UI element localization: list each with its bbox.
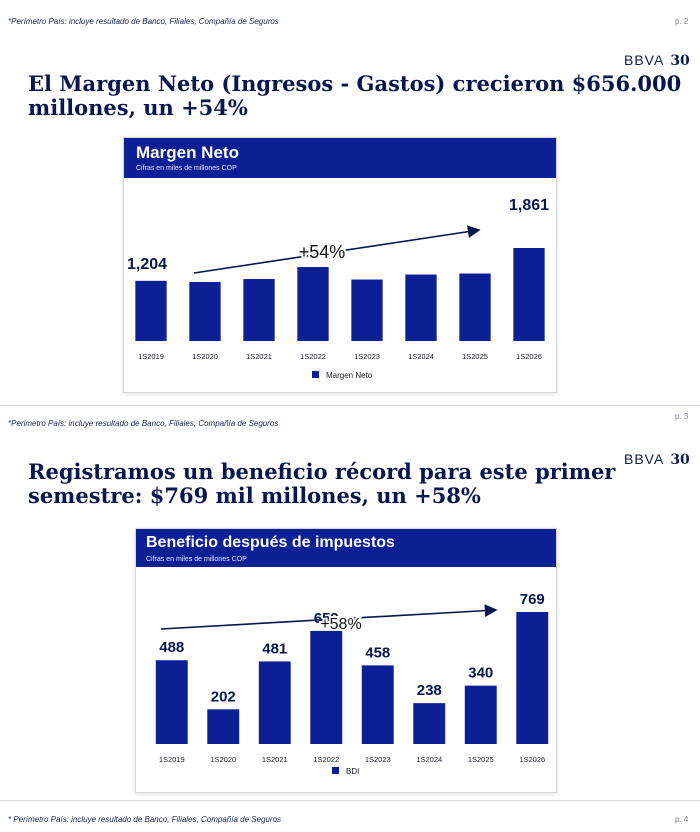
legend-label: BDI xyxy=(346,767,359,776)
card-header: Margen Neto Cifras en miles de millones … xyxy=(124,138,556,178)
beneficio-chart: 1S2019 1S2020 1S2021 1S2022 1S2023 1S2024 1S20… xyxy=(155,591,549,776)
footnote: *Perímetro País: incluye resultado de Ba… xyxy=(8,17,279,26)
bar xyxy=(155,660,188,744)
logo-text: BBVA xyxy=(624,451,665,467)
headline-line-1: El Margen Neto (Ingresos - Gastos) creci… xyxy=(28,71,682,96)
bar xyxy=(361,665,394,744)
page-number: p. 2 xyxy=(675,17,689,26)
bar xyxy=(258,661,291,744)
growth-annotation: +58% xyxy=(320,616,361,633)
bar xyxy=(243,279,275,341)
data-label: 238 xyxy=(417,682,442,699)
x-tick-label: 1S2022 xyxy=(313,755,339,764)
bar xyxy=(135,280,167,341)
x-tick-label: 1S2019 xyxy=(159,755,185,764)
card-subtitle: Cifras en miles de millones COP xyxy=(136,165,237,172)
x-tick-label: 1S2025 xyxy=(468,755,494,764)
bar xyxy=(516,612,549,744)
chart-card-beneficio: Beneficio después de impuestos Cifras en… xyxy=(135,528,557,793)
page-number: p. 4 xyxy=(675,815,689,824)
footnote: * Perímetro País: incluye resultado de B… xyxy=(8,815,282,824)
logo-number: 30 xyxy=(670,53,690,69)
data-label: 202 xyxy=(211,688,236,705)
x-tick-label: 1S2019 xyxy=(138,352,164,361)
slide-headline: El Margen Neto (Ingresos - Gastos) creci… xyxy=(28,72,688,120)
bbva-logo: BBVA 30 xyxy=(624,451,690,468)
bbva-logo: BBVA 30 xyxy=(624,52,690,69)
margen-neto-chart: 1S2019 1S2020 1S2021 1S2022 1S2023 1S2024 1S20… xyxy=(127,197,549,380)
x-tick-label: 1S2021 xyxy=(246,352,272,361)
x-tick-label: 1S2024 xyxy=(416,755,442,764)
card-title: Beneficio después de impuestos xyxy=(146,534,395,551)
growth-arrow xyxy=(160,604,498,630)
bar xyxy=(351,279,383,341)
slide-divider xyxy=(0,800,700,801)
bar xyxy=(513,248,545,341)
bar xyxy=(405,274,437,341)
bar xyxy=(413,703,446,744)
x-tick-label: 1S2020 xyxy=(210,755,236,764)
x-tick-label: 1S2022 xyxy=(300,352,326,361)
card-subtitle: Cifras en miles de millones COP xyxy=(146,556,247,563)
bar xyxy=(207,709,240,744)
logo-number: 30 xyxy=(670,452,690,468)
data-label: 340 xyxy=(468,665,493,682)
x-tick-label: 1S2023 xyxy=(354,352,380,361)
bar xyxy=(189,282,221,341)
footnote: *Perimetro País: incluye resultado de Ba… xyxy=(8,419,279,428)
slide-headline: Registramos un beneficio récord para est… xyxy=(28,460,688,508)
x-tick-label: 1S2026 xyxy=(519,755,545,764)
slide-divider xyxy=(0,405,700,406)
legend-swatch xyxy=(312,371,319,378)
growth-annotation: +54% xyxy=(299,242,346,262)
data-label: 1,861 xyxy=(509,197,549,214)
data-label: 769 xyxy=(520,591,545,608)
x-tick-label: 1S2024 xyxy=(408,352,434,361)
x-tick-label: 1S2023 xyxy=(365,755,391,764)
data-label: 488 xyxy=(159,639,184,656)
data-label: 659 xyxy=(314,610,339,627)
data-label: 481 xyxy=(262,640,287,657)
bar xyxy=(297,267,329,341)
headline-line-2: semestre: $769 mil millones, un +58% xyxy=(28,483,481,508)
bar xyxy=(459,273,491,341)
x-tick-label: 1S2026 xyxy=(516,352,542,361)
logo-text: BBVA xyxy=(624,52,665,68)
bar xyxy=(464,685,497,744)
card-header: Beneficio después de impuestos Cifras en… xyxy=(136,529,556,567)
growth-arrow xyxy=(193,225,481,274)
chart-card-margen-neto: Margen Neto Cifras en miles de millones … xyxy=(123,137,557,393)
x-tick-label: 1S2020 xyxy=(192,352,218,361)
legend-swatch xyxy=(332,767,339,774)
x-tick-label: 1S2021 xyxy=(262,755,288,764)
x-tick-label: 1S2025 xyxy=(462,352,488,361)
data-label: 1,204 xyxy=(127,256,167,273)
data-label: 458 xyxy=(365,644,390,661)
legend-label: Margen Neto xyxy=(326,371,373,380)
card-title: Margen Neto xyxy=(136,143,239,162)
headline-line-1: Registramos un beneficio récord para est… xyxy=(28,459,616,484)
bar xyxy=(310,630,343,744)
headline-line-2: millones, un +54% xyxy=(28,95,248,120)
page-number: p. 3 xyxy=(675,412,689,421)
